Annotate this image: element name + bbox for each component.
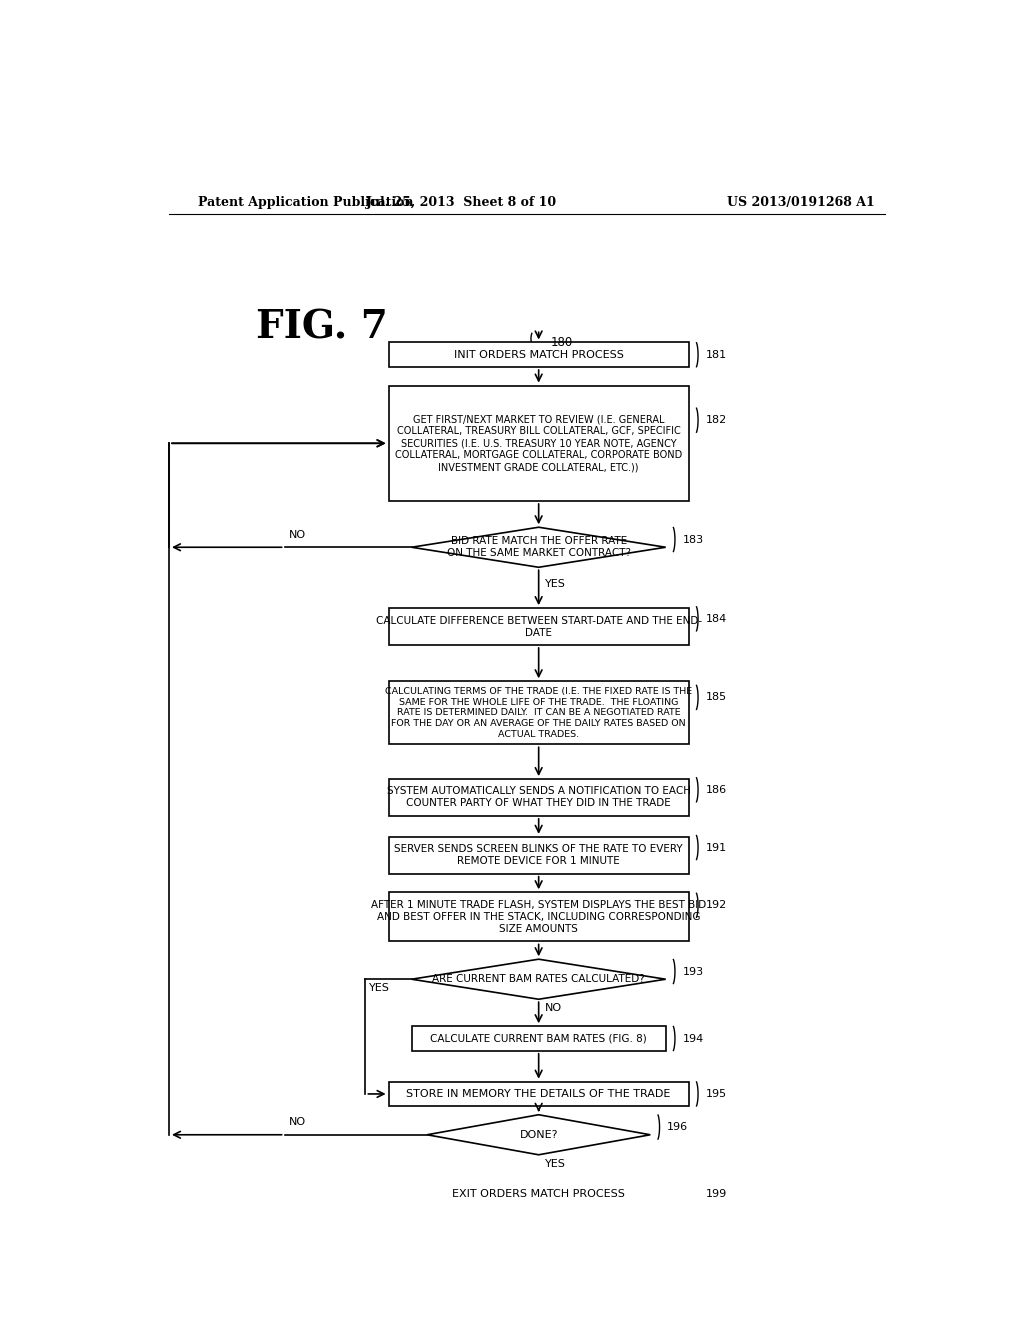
Text: CALCULATING TERMS OF THE TRADE (I.E. THE FIXED RATE IS THE
SAME FOR THE WHOLE LI: CALCULATING TERMS OF THE TRADE (I.E. THE… xyxy=(385,686,692,739)
Text: 183: 183 xyxy=(683,535,703,545)
Text: 186: 186 xyxy=(706,785,727,795)
Bar xyxy=(388,609,689,645)
Bar xyxy=(388,892,689,941)
Text: NO: NO xyxy=(289,1117,305,1127)
Text: 185: 185 xyxy=(706,693,727,702)
Text: 180: 180 xyxy=(550,335,572,348)
Text: Jul. 25, 2013  Sheet 8 of 10: Jul. 25, 2013 Sheet 8 of 10 xyxy=(367,195,557,209)
Text: Patent Application Publication: Patent Application Publication xyxy=(198,195,413,209)
Bar xyxy=(388,342,689,367)
Bar xyxy=(388,1181,689,1206)
Bar xyxy=(388,779,689,816)
Text: 192: 192 xyxy=(706,900,727,911)
Polygon shape xyxy=(427,1114,650,1155)
Text: AFTER 1 MINUTE TRADE FLASH, SYSTEM DISPLAYS THE BEST BID
AND BEST OFFER IN THE S: AFTER 1 MINUTE TRADE FLASH, SYSTEM DISPL… xyxy=(371,900,707,933)
Text: NO: NO xyxy=(289,529,305,540)
Text: 181: 181 xyxy=(706,350,727,360)
Bar xyxy=(388,1081,689,1106)
Bar xyxy=(388,681,689,744)
Text: DONE?: DONE? xyxy=(519,1130,558,1139)
Text: 194: 194 xyxy=(683,1034,703,1044)
Text: 193: 193 xyxy=(683,966,703,977)
Text: EXIT ORDERS MATCH PROCESS: EXIT ORDERS MATCH PROCESS xyxy=(453,1189,625,1199)
Text: YES: YES xyxy=(370,983,390,993)
Text: SYSTEM AUTOMATICALLY SENDS A NOTIFICATION TO EACH
COUNTER PARTY OF WHAT THEY DID: SYSTEM AUTOMATICALLY SENDS A NOTIFICATIO… xyxy=(387,787,690,808)
Text: SERVER SENDS SCREEN BLINKS OF THE RATE TO EVERY
REMOTE DEVICE FOR 1 MINUTE: SERVER SENDS SCREEN BLINKS OF THE RATE T… xyxy=(394,845,683,866)
Text: 191: 191 xyxy=(706,842,727,853)
Bar xyxy=(388,837,689,874)
Text: BID RATE MATCH THE OFFER RATE
ON THE SAME MARKET CONTRACT?: BID RATE MATCH THE OFFER RATE ON THE SAM… xyxy=(446,536,631,558)
Text: YES: YES xyxy=(545,578,565,589)
Text: 196: 196 xyxy=(668,1122,688,1133)
Text: CALCULATE DIFFERENCE BETWEEN START-DATE AND THE END-
DATE: CALCULATE DIFFERENCE BETWEEN START-DATE … xyxy=(376,615,701,638)
Text: 199: 199 xyxy=(706,1189,727,1199)
Text: 184: 184 xyxy=(706,614,727,624)
Text: FIG. 7: FIG. 7 xyxy=(256,309,388,347)
Text: GET FIRST/NEXT MARKET TO REVIEW (I.E. GENERAL
COLLATERAL, TREASURY BILL COLLATER: GET FIRST/NEXT MARKET TO REVIEW (I.E. GE… xyxy=(395,414,682,473)
Text: 182: 182 xyxy=(706,416,727,425)
Text: YES: YES xyxy=(545,1159,565,1168)
Text: 195: 195 xyxy=(706,1089,727,1100)
Text: CALCULATE CURRENT BAM RATES (FIG. 8): CALCULATE CURRENT BAM RATES (FIG. 8) xyxy=(430,1034,647,1044)
Polygon shape xyxy=(412,527,666,568)
Text: INIT ORDERS MATCH PROCESS: INIT ORDERS MATCH PROCESS xyxy=(454,350,624,360)
Text: STORE IN MEMORY THE DETAILS OF THE TRADE: STORE IN MEMORY THE DETAILS OF THE TRADE xyxy=(407,1089,671,1100)
Text: NO: NO xyxy=(545,1003,562,1012)
Bar xyxy=(412,1026,666,1051)
Polygon shape xyxy=(412,960,666,999)
Bar xyxy=(388,385,689,502)
Text: US 2013/0191268 A1: US 2013/0191268 A1 xyxy=(727,195,874,209)
Text: ARE CURRENT BAM RATES CALCULATED?: ARE CURRENT BAM RATES CALCULATED? xyxy=(432,974,645,985)
